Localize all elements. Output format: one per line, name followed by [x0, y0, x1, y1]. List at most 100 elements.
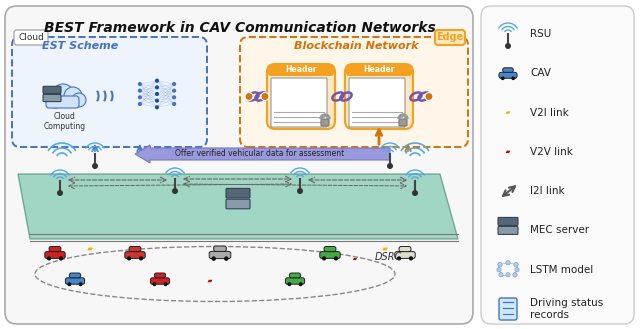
Circle shape [79, 282, 83, 286]
FancyBboxPatch shape [345, 64, 413, 129]
FancyBboxPatch shape [14, 30, 48, 45]
Circle shape [47, 256, 51, 261]
FancyBboxPatch shape [285, 278, 305, 284]
FancyBboxPatch shape [498, 226, 518, 235]
Text: CAV: CAV [530, 68, 551, 78]
Circle shape [506, 261, 510, 265]
Circle shape [224, 256, 228, 261]
Circle shape [425, 92, 433, 100]
FancyBboxPatch shape [226, 199, 250, 209]
FancyBboxPatch shape [129, 246, 141, 252]
Text: Header: Header [285, 65, 317, 74]
Text: Offer verified vehicular data for assessment: Offer verified vehicular data for assess… [175, 149, 344, 159]
Text: DSRC: DSRC [375, 252, 403, 262]
Circle shape [59, 256, 63, 261]
Circle shape [397, 256, 401, 261]
Circle shape [138, 102, 142, 106]
Circle shape [72, 93, 86, 107]
Text: EST Scheme: EST Scheme [42, 41, 118, 51]
Circle shape [57, 190, 63, 196]
Polygon shape [18, 174, 458, 239]
Text: Cloud: Cloud [18, 33, 44, 42]
Circle shape [52, 84, 74, 106]
FancyBboxPatch shape [5, 6, 473, 324]
Text: Blockchain Network: Blockchain Network [294, 41, 419, 51]
Circle shape [152, 282, 156, 286]
Circle shape [139, 256, 143, 261]
Text: Edge: Edge [436, 33, 463, 42]
Circle shape [499, 272, 503, 277]
Text: V2I link: V2I link [530, 108, 569, 117]
Circle shape [172, 188, 178, 194]
Circle shape [67, 282, 72, 286]
FancyBboxPatch shape [435, 30, 465, 45]
Circle shape [261, 92, 269, 100]
Polygon shape [86, 237, 94, 262]
Text: MEC server: MEC server [530, 225, 589, 236]
Circle shape [46, 90, 64, 108]
FancyBboxPatch shape [12, 37, 207, 147]
Circle shape [501, 76, 504, 80]
FancyBboxPatch shape [268, 65, 334, 76]
Circle shape [514, 263, 518, 267]
Text: I2I link: I2I link [530, 186, 564, 196]
Circle shape [498, 263, 502, 267]
Circle shape [506, 272, 510, 277]
FancyBboxPatch shape [346, 65, 412, 76]
Circle shape [211, 256, 216, 261]
FancyBboxPatch shape [395, 252, 415, 258]
FancyBboxPatch shape [43, 86, 61, 93]
Circle shape [497, 267, 501, 272]
FancyBboxPatch shape [289, 273, 301, 278]
Text: BEST Framework in CAV Communication Networks: BEST Framework in CAV Communication Netw… [44, 21, 436, 35]
Circle shape [138, 82, 142, 86]
Text: V2V link: V2V link [530, 147, 573, 157]
Polygon shape [504, 102, 511, 123]
FancyBboxPatch shape [503, 68, 513, 72]
Text: Header: Header [364, 65, 395, 74]
Circle shape [334, 256, 338, 261]
FancyBboxPatch shape [498, 217, 518, 225]
FancyBboxPatch shape [399, 119, 407, 126]
Circle shape [505, 43, 511, 49]
FancyBboxPatch shape [481, 6, 634, 324]
Circle shape [245, 92, 253, 100]
FancyBboxPatch shape [399, 246, 411, 252]
FancyBboxPatch shape [125, 252, 145, 258]
Circle shape [127, 256, 131, 261]
FancyBboxPatch shape [349, 78, 405, 127]
Circle shape [511, 76, 515, 80]
Circle shape [287, 282, 291, 286]
FancyBboxPatch shape [267, 64, 335, 129]
Circle shape [412, 190, 418, 196]
FancyBboxPatch shape [69, 273, 81, 278]
Circle shape [409, 256, 413, 261]
FancyBboxPatch shape [320, 252, 340, 258]
Circle shape [155, 99, 159, 103]
Circle shape [297, 188, 303, 194]
Polygon shape [352, 249, 358, 269]
Polygon shape [206, 270, 214, 292]
Circle shape [172, 89, 176, 93]
Text: Cloud
Computing: Cloud Computing [44, 112, 86, 131]
Circle shape [155, 105, 159, 109]
FancyBboxPatch shape [49, 246, 61, 252]
FancyBboxPatch shape [240, 37, 468, 147]
Circle shape [155, 79, 159, 83]
FancyBboxPatch shape [321, 119, 329, 126]
Polygon shape [504, 141, 511, 163]
Circle shape [138, 95, 142, 99]
Circle shape [515, 267, 519, 272]
Polygon shape [381, 237, 389, 262]
Circle shape [513, 272, 517, 277]
Circle shape [299, 282, 303, 286]
FancyBboxPatch shape [226, 189, 250, 198]
Text: Driving status
records: Driving status records [530, 298, 604, 320]
FancyBboxPatch shape [324, 246, 336, 252]
Circle shape [155, 92, 159, 96]
Circle shape [172, 95, 176, 99]
FancyBboxPatch shape [154, 273, 166, 278]
Circle shape [92, 163, 98, 169]
Circle shape [64, 87, 82, 105]
Circle shape [322, 256, 326, 261]
